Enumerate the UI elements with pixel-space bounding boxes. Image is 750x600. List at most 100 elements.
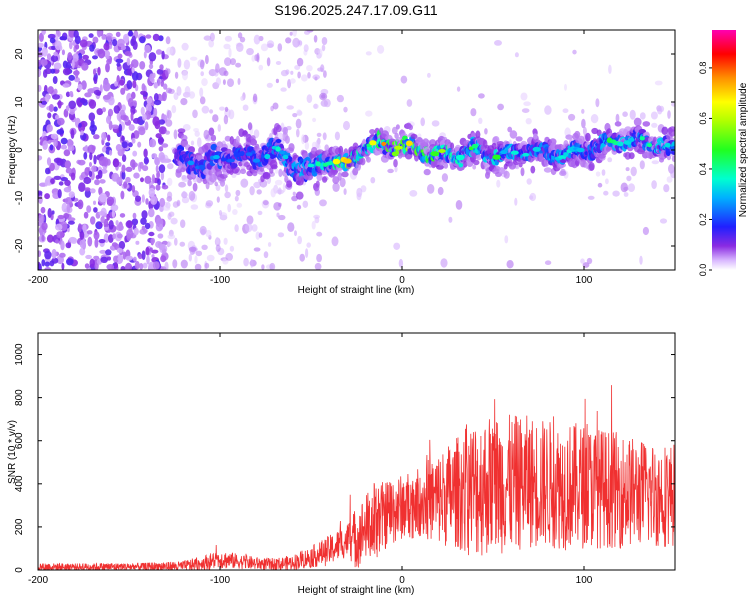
spectrogram-peak-cell (628, 137, 635, 142)
spectrogram-noise-cell (110, 204, 119, 212)
spectrogram-noise-cell (132, 150, 138, 157)
spectrogram-noise-cell (94, 238, 99, 248)
spectrogram-noise-cell (494, 40, 502, 46)
spectrogram-noise-cell (277, 232, 285, 238)
spectrogram-noise-cell (114, 262, 118, 269)
spectrogram-noise-cell (235, 62, 242, 68)
spectrogram-noise-cell (295, 118, 302, 129)
spectrogram-noise-cell (294, 65, 301, 70)
spectrogram-noise-cell (49, 260, 55, 267)
spectrogram-noise-cell (86, 205, 92, 213)
spectrogram-noise-cell (148, 63, 154, 69)
spectrogram-halo-cell (520, 167, 525, 177)
snr-y-label: SNR (10 * v/v) (7, 420, 18, 484)
spectrogram-halo-cell (247, 122, 253, 131)
spectrogram-noise-cell (193, 128, 200, 133)
spectrogram-halo-cell (509, 130, 518, 139)
spectrogram-noise-cell (158, 119, 166, 125)
spectrogram-noise-cell (152, 33, 160, 42)
spectrogram-noise-cell (113, 105, 121, 114)
spectrogram-noise-cell (235, 189, 241, 197)
spectrogram-noise-cell (321, 37, 328, 45)
spectrogram-noise-cell (343, 188, 347, 196)
spectrogram-noise-cell (97, 66, 101, 76)
spectrogram-peak-cell (307, 163, 315, 168)
spectrogram-noise-cell (217, 124, 221, 132)
spectrogram-noise-cell (125, 176, 131, 183)
spectrogram-noise-cell (83, 211, 89, 219)
spectrogram-halo-cell (473, 159, 480, 166)
spectrogram-noise-cell (294, 230, 297, 237)
spectrogram-noise-cell (318, 48, 323, 58)
spectrogram-noise-cell (131, 59, 139, 69)
chart-title: S196.2025.247.17.09.G11 (274, 2, 437, 18)
spectrogram-noise-cell (215, 236, 220, 245)
spectrogram-noise-cell (89, 188, 96, 194)
spectrogram-noise-cell (101, 146, 107, 153)
snr-series-line (38, 385, 675, 570)
spectrogram-halo-cell (188, 146, 195, 154)
spectrogram-noise-cell (93, 134, 100, 140)
spectrogram-noise-cell (38, 190, 43, 195)
spectrogram-noise-cell (89, 44, 95, 52)
spectrogram-noise-cell (61, 262, 65, 270)
spectrogram-y-tick-label: 0 (14, 147, 25, 153)
spectrogram-noise-cell (225, 252, 233, 261)
spectrogram-noise-cell (131, 66, 135, 74)
spectrogram-noise-cell (57, 214, 65, 220)
spectrogram-noise-cell (266, 57, 271, 67)
spectrogram-noise-cell (639, 160, 645, 170)
spectrogram-noise-cell (38, 263, 42, 270)
spectrogram-noise-cell (60, 144, 68, 150)
spectrogram-noise-cell (256, 189, 262, 195)
spectrogram-noise-cell (82, 54, 89, 60)
spectrogram-noise-cell (179, 241, 186, 247)
spectrogram-noise-cell (141, 210, 148, 219)
spectrogram-noise-cell (292, 30, 297, 37)
spectrogram-noise-cell (46, 157, 52, 166)
spectrogram-noise-cell (159, 223, 164, 230)
spectrogram-noise-cell (101, 132, 107, 141)
spectrogram-noise-cell (262, 200, 269, 206)
spectrogram-noise-cell (112, 39, 118, 47)
spectrogram-noise-cell (620, 182, 628, 193)
spectrogram-x-tick-label: -100 (210, 275, 230, 286)
spectrogram-noise-cell (167, 234, 176, 240)
spectrogram-halo-cell (574, 130, 581, 139)
spectrogram-noise-cell (296, 109, 302, 116)
spectrogram-noise-cell (119, 109, 125, 116)
spectrogram-noise-cell (155, 49, 163, 55)
spectrogram-noise-cell (77, 159, 86, 166)
spectrogram-noise-cell (81, 62, 89, 71)
spectrogram-noise-cell (667, 110, 671, 119)
spectrogram-noise-cell (171, 105, 177, 114)
spectrogram-noise-cell (140, 106, 145, 116)
spectrogram-noise-cell (167, 241, 172, 247)
spectrogram-noise-cell (104, 226, 109, 231)
spectrogram-halo-cell (252, 170, 258, 177)
spectrogram-noise-cell (316, 253, 322, 263)
spectrogram-noise-cell (206, 254, 215, 262)
spectrogram-noise-cell (622, 111, 628, 117)
spectrogram-noise-cell (153, 93, 159, 102)
spectrogram-noise-cell (246, 48, 254, 56)
spectrogram-noise-cell (73, 30, 79, 39)
spectrogram-noise-cell (116, 224, 124, 232)
spectrogram-halo-cell (337, 172, 342, 181)
spectrogram-noise-cell (148, 208, 155, 218)
spectrogram-ridge-cell (230, 162, 238, 169)
spectrogram-halo-cell (216, 141, 223, 149)
spectrogram-noise-cell (123, 181, 128, 189)
spectrogram-noise-cell (106, 213, 110, 221)
spectrogram-noise-cell (111, 172, 120, 182)
spectrogram-noise-cell (126, 68, 133, 76)
spectrogram-noise-cell (639, 255, 643, 265)
spectrogram-halo-cell (338, 145, 344, 155)
spectrogram-noise-cell (128, 30, 133, 37)
spectrogram-noise-cell (102, 157, 109, 167)
spectrogram-noise-cell (118, 113, 122, 123)
spectrogram-noise-cell (148, 187, 155, 198)
spectrogram-noise-cell (586, 257, 593, 265)
spectrogram-noise-cell (277, 43, 283, 52)
spectrogram-peak-cell (252, 158, 261, 163)
